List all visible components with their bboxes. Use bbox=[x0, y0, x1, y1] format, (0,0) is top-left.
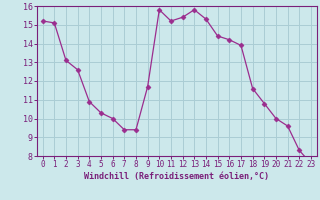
X-axis label: Windchill (Refroidissement éolien,°C): Windchill (Refroidissement éolien,°C) bbox=[84, 172, 269, 181]
